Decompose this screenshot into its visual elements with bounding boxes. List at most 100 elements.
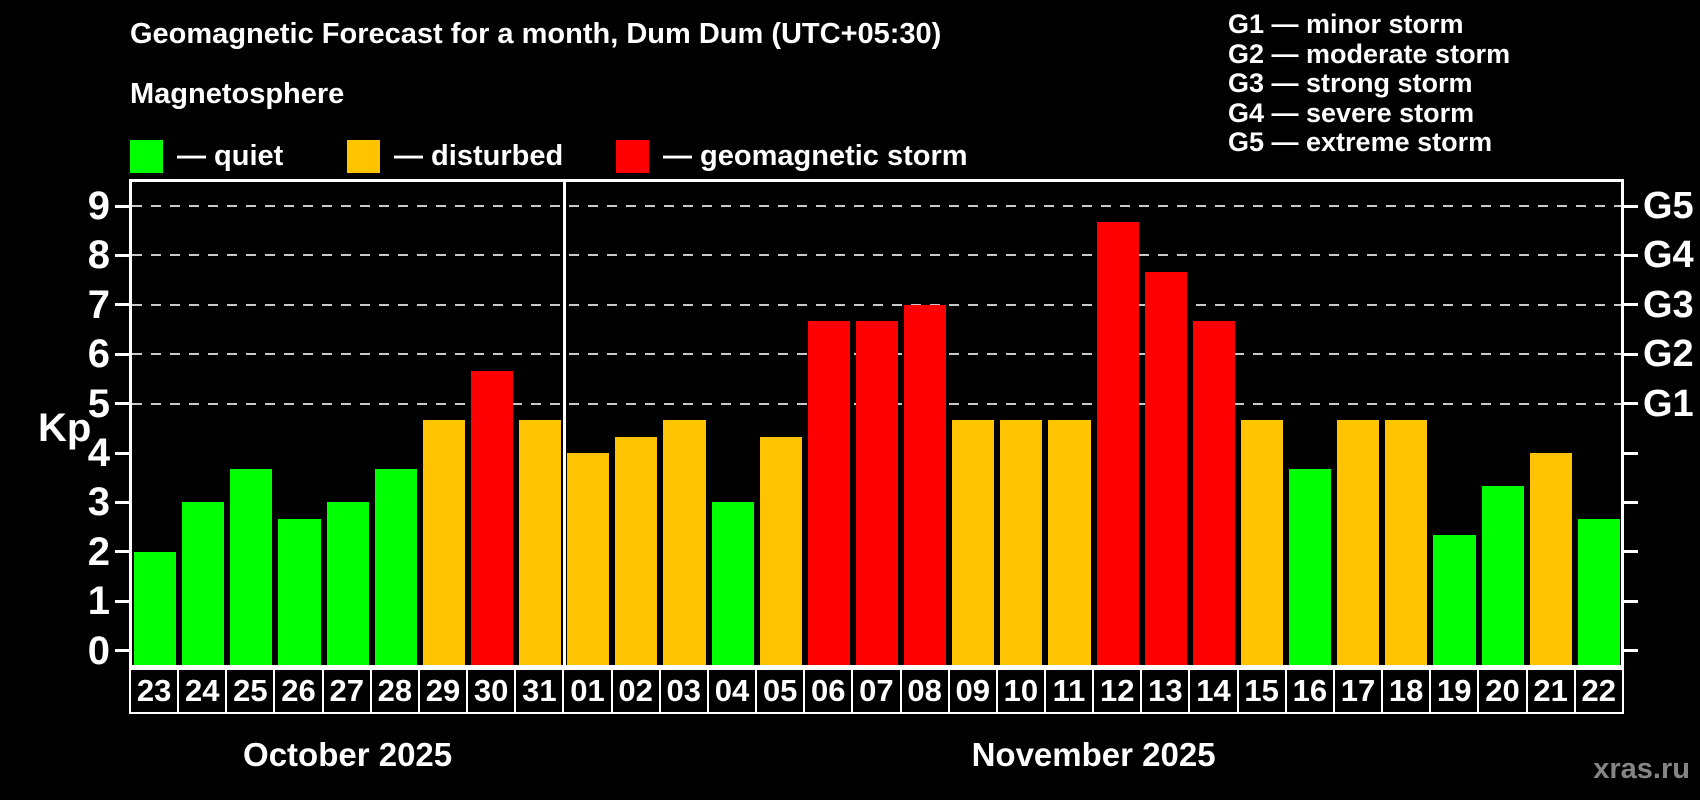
right-axis-label-g5: G5 xyxy=(1643,185,1694,227)
date-cell-21: 21 xyxy=(1525,670,1574,712)
month-label-november-2025: November 2025 xyxy=(971,736,1216,773)
bar-day-22 xyxy=(1577,518,1620,665)
y-tick-left-2 xyxy=(115,550,129,554)
date-cell-14: 14 xyxy=(1188,670,1236,712)
date-cell-15: 15 xyxy=(1236,670,1285,712)
storm-swatch xyxy=(616,140,649,173)
g-legend-line-2: G2 — moderate storm xyxy=(1228,38,1511,69)
date-cell-18: 18 xyxy=(1381,670,1429,712)
chart-subtitle: Magnetosphere xyxy=(130,78,345,110)
date-cell-05: 05 xyxy=(755,670,803,712)
date-cell-01: 01 xyxy=(562,670,610,712)
month-label-october-2025: October 2025 xyxy=(243,736,453,773)
bar-day-15 xyxy=(1240,419,1284,665)
date-cell-29: 29 xyxy=(417,670,466,712)
date-cell-30: 30 xyxy=(466,670,514,712)
bar-day-21 xyxy=(1529,453,1572,665)
date-cell-07: 07 xyxy=(851,670,899,712)
y-tick-right-9 xyxy=(1624,204,1638,208)
y-tick-left-6 xyxy=(115,352,129,356)
y-tick-right-6 xyxy=(1624,352,1638,356)
right-axis-label-g1: G1 xyxy=(1643,382,1694,425)
y-tick-left-7 xyxy=(115,303,129,307)
date-cell-20: 20 xyxy=(1477,670,1525,712)
bar-day-04 xyxy=(711,502,754,665)
bar-day-30 xyxy=(470,370,514,665)
legend-label-quiet: — quiet xyxy=(177,140,284,172)
date-cell-06: 06 xyxy=(803,670,851,712)
bar-day-11 xyxy=(1048,419,1091,665)
right-axis-label-g4: G4 xyxy=(1643,234,1694,277)
bar-day-14 xyxy=(1192,321,1235,665)
date-cell-31: 31 xyxy=(514,670,562,712)
y-tick-label-4: 4 xyxy=(87,431,110,475)
bar-day-23 xyxy=(134,551,177,665)
y-tick-right-8 xyxy=(1624,253,1638,257)
plot-border-top xyxy=(129,179,1624,182)
bar-day-28 xyxy=(374,469,417,665)
y-tick-left-4 xyxy=(115,451,129,455)
legend-label-disturbed: — disturbed xyxy=(394,140,564,172)
date-cell-11: 11 xyxy=(1043,670,1092,712)
bar-day-02 xyxy=(615,436,658,665)
bar-day-26 xyxy=(278,518,321,665)
date-cell-03: 03 xyxy=(658,670,707,712)
y-tick-left-3 xyxy=(115,500,129,504)
bar-day-29 xyxy=(422,419,465,665)
date-cell-16: 16 xyxy=(1284,670,1333,712)
bar-day-27 xyxy=(326,502,369,665)
disturbed-swatch xyxy=(347,140,380,173)
bar-day-09 xyxy=(952,419,995,665)
bar-day-08 xyxy=(904,304,947,665)
chart-title: Geomagnetic Forecast for a month, Dum Du… xyxy=(130,18,942,50)
g-legend-line-4: G4 — severe storm xyxy=(1228,97,1475,128)
date-cell-09: 09 xyxy=(947,670,996,712)
gridline-kp8 xyxy=(132,254,1622,257)
quiet-swatch xyxy=(130,140,163,173)
bar-day-10 xyxy=(1000,419,1043,665)
y-tick-label-5: 5 xyxy=(87,381,110,426)
bar-day-19 xyxy=(1433,535,1476,665)
legend-label-storm: — geomagnetic storm xyxy=(663,140,968,172)
y-tick-right-2 xyxy=(1624,550,1638,554)
y-tick-right-4 xyxy=(1624,451,1638,455)
g-legend-line-3: G3 — strong storm xyxy=(1228,68,1473,98)
y-tick-label-2: 2 xyxy=(87,529,110,574)
bar-day-05 xyxy=(759,436,802,665)
y-tick-label-6: 6 xyxy=(87,332,110,377)
month-separator-line xyxy=(562,179,566,668)
gridline-kp9 xyxy=(132,205,1622,207)
y-axis-line-left xyxy=(129,179,132,668)
date-cell-04: 04 xyxy=(706,670,755,712)
date-cell-02: 02 xyxy=(610,670,659,712)
date-cell-28: 28 xyxy=(369,670,418,712)
g-scale-legend: G1 — minor storm G2 — moderate storm G3 — … xyxy=(1228,9,1511,158)
date-cell-19: 19 xyxy=(1429,670,1477,712)
y-tick-right-1 xyxy=(1624,599,1638,603)
date-cell-17: 17 xyxy=(1332,670,1381,712)
bar-day-17 xyxy=(1337,419,1380,665)
y-tick-label-3: 3 xyxy=(87,480,110,525)
right-axis-label-g2: G2 xyxy=(1643,333,1694,376)
plot-border-bottom xyxy=(129,665,1624,668)
bar-day-18 xyxy=(1385,419,1428,665)
date-cell-12: 12 xyxy=(1092,670,1140,712)
y-tick-left-8 xyxy=(115,253,129,257)
y-tick-right-0 xyxy=(1624,649,1638,653)
g-legend-line-5: G5 — extreme storm xyxy=(1228,127,1493,157)
y-tick-left-1 xyxy=(115,599,129,603)
date-cell-10: 10 xyxy=(995,670,1044,712)
y-tick-left-5 xyxy=(115,402,129,406)
bar-day-01 xyxy=(567,453,610,665)
y-tick-right-5 xyxy=(1624,402,1638,406)
watermark: xras.ru xyxy=(1593,753,1690,785)
y-tick-right-3 xyxy=(1624,500,1638,504)
right-axis-label-g3: G3 xyxy=(1643,283,1694,326)
date-axis: 23 24 25 26 27 28 29 30 31 01 02 03 04 05 06 07 08 09 10 11… xyxy=(129,668,1624,714)
date-cell-27: 27 xyxy=(321,670,370,712)
date-cell-08: 08 xyxy=(899,670,948,712)
bar-day-03 xyxy=(663,419,706,665)
y-tick-right-7 xyxy=(1624,303,1638,307)
bar-day-13 xyxy=(1144,271,1187,665)
